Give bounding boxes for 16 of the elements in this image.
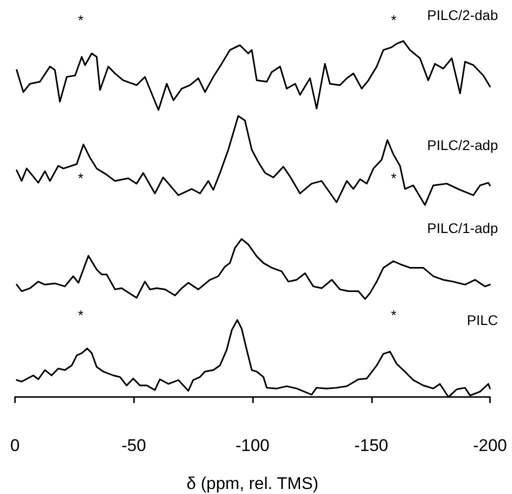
- text: PILC/2-adp: [427, 137, 498, 153]
- x-axis-title: δ (ppm, rel. TMS): [186, 474, 318, 493]
- text: PILC: [466, 312, 498, 328]
- annotation: *: [78, 307, 84, 323]
- text: *: [391, 12, 396, 28]
- annotation: *: [78, 170, 84, 186]
- x-tick-label: -150: [354, 436, 388, 455]
- x-tick-label: 0: [10, 436, 20, 455]
- annotation: *: [391, 170, 396, 186]
- x-tick-label: -100: [235, 436, 270, 455]
- x-tick-label: -200: [472, 436, 508, 455]
- annotation: *: [391, 307, 396, 323]
- text: PILC/2-dab: [427, 7, 498, 23]
- x-tick-label: -50: [121, 436, 146, 455]
- text: PILC/1-adp: [427, 220, 498, 236]
- text: *: [78, 12, 84, 28]
